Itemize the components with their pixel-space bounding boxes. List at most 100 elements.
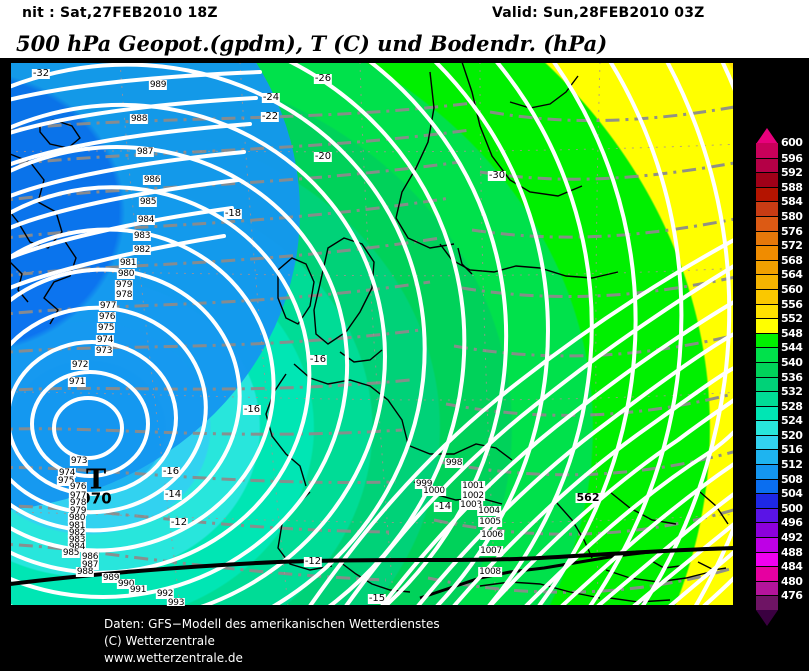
colorbar-segment: 524 <box>756 415 803 435</box>
colorbar-tick-label: 516 <box>781 443 803 457</box>
isobar-label: 987 <box>80 560 100 570</box>
colorbar-tick-label: 580 <box>781 209 803 223</box>
colorbar-segment: 536 <box>756 372 803 392</box>
page-title: 500 hPa Geopot.(gpdm), T (C) und Bodendr… <box>16 31 608 56</box>
colorbar-tick-label: 552 <box>781 312 803 326</box>
colorbar-segment: 528 <box>756 401 803 421</box>
colorbar-tick-label: 600 <box>781 136 803 149</box>
header-bar <box>0 0 809 30</box>
isobar-label: 993 <box>166 598 186 606</box>
isobar-label: 1001 <box>461 481 485 491</box>
colorbar-tick-label: 584 <box>781 195 803 209</box>
colorbar-segment: 584 <box>756 196 803 216</box>
colorbar-tick-label: 564 <box>781 268 803 282</box>
isobar-label: 998 <box>444 458 464 468</box>
isotherm-label: -16 <box>308 354 328 365</box>
colorbar-segment: 504 <box>756 488 803 508</box>
isobar-label: 979 <box>114 280 134 290</box>
colorbar-segment: 552 <box>756 313 803 333</box>
isobar-label: 985 <box>138 197 158 207</box>
isotherm-label: -16 <box>242 404 262 415</box>
isobar-label: 984 <box>67 542 87 552</box>
isobar-label: 986 <box>142 175 162 185</box>
isotherm-label: -26 <box>313 73 333 84</box>
colorbar-tick-label: 588 <box>781 180 803 194</box>
colorbar-tick-label: 476 <box>781 589 803 603</box>
isobar-label: 999 <box>414 479 434 489</box>
isobar-label: 982 <box>67 528 87 538</box>
isobar-label: 975 <box>56 476 76 486</box>
colorbar-tick-label: 540 <box>781 355 803 369</box>
colorbar-tick-label: 592 <box>781 166 803 180</box>
isobar-label: 984 <box>136 215 156 225</box>
isotherm-label: -14 <box>163 489 183 500</box>
low-value: 970 <box>80 489 112 508</box>
colorbar-bottom-arrow <box>756 610 778 627</box>
isobar-label: 983 <box>67 535 87 545</box>
colorbar-tick-label: 544 <box>781 341 803 355</box>
credits-line-3[interactable]: www.wetterzentrale.de <box>104 651 243 665</box>
isobar-label: 1002 <box>461 491 485 501</box>
isobar-label: 981 <box>118 258 138 268</box>
isobar-label: 1003 <box>459 500 483 510</box>
isobar-label: 983 <box>132 231 152 241</box>
colorbar-segment: 572 <box>756 240 803 260</box>
isotherm-label: -30 <box>487 170 507 181</box>
colorbar-segment: 500 <box>756 503 803 523</box>
colorbar-tick-label: 500 <box>781 501 803 515</box>
isobar-label: 976 <box>97 312 117 322</box>
isobar-label: 977 <box>98 301 118 311</box>
isobar-label: 992 <box>155 589 175 599</box>
colorbar-segment: 484 <box>756 561 803 581</box>
colorbar-segment: 480 <box>756 576 803 596</box>
colorbar-segment: 532 <box>756 386 803 406</box>
isobar-label: 986 <box>80 552 100 562</box>
isobar-label: 988 <box>75 567 95 577</box>
colorbar-segment: 548 <box>756 328 803 348</box>
colorbar-segment: 568 <box>756 255 803 275</box>
colorbar-tick-label: 572 <box>781 239 803 253</box>
colorbar-segment: 592 <box>756 167 803 187</box>
colorbar-tick-label: 508 <box>781 472 803 486</box>
isotherm-label: -18 <box>223 208 243 219</box>
colorbar-tick-label: 524 <box>781 414 803 428</box>
map-graphics <box>10 62 734 606</box>
colorbar-segment: 540 <box>756 357 803 377</box>
isobar-label: 988 <box>129 114 149 124</box>
isobar-label: 1006 <box>480 530 504 540</box>
isobar-label: 974 <box>95 335 115 345</box>
colorbar-top-arrow <box>756 128 778 144</box>
isobar-label: 975 <box>96 323 116 333</box>
colorbar-tick-label: 528 <box>781 399 803 413</box>
isotherm-label: -12 <box>303 556 323 567</box>
colorbar-tick-label: 492 <box>781 531 803 545</box>
colorbar-segment: 512 <box>756 459 803 479</box>
colorbar-tick-label: 496 <box>781 516 803 530</box>
isotherm-label: -12 <box>169 517 189 528</box>
colorbar-tick-label: 556 <box>781 297 803 311</box>
colorbar-tick-label: 484 <box>781 560 803 574</box>
isotherm-label: -22 <box>260 111 280 122</box>
colorbar-segment: 476 <box>756 590 803 610</box>
colorbar-tick-label: 576 <box>781 224 803 238</box>
colorbar-segment: 520 <box>756 430 803 450</box>
isobar-label: 979 <box>68 506 88 516</box>
isobar-label: 990 <box>116 579 136 589</box>
colorbar-segment: 580 <box>756 211 803 231</box>
isotherm-label: -20 <box>313 151 333 162</box>
colorbar-tick-label: 480 <box>781 574 803 588</box>
isobar-label: 978 <box>68 498 88 508</box>
colorbar-tick-label: 520 <box>781 428 803 442</box>
colorbar-segment: 496 <box>756 517 803 538</box>
colorbar-segment: 544 <box>756 342 803 362</box>
isobar-label: 987 <box>135 147 155 157</box>
colorbar-tick-label: 536 <box>781 370 803 384</box>
isotherm-label: -24 <box>261 92 281 103</box>
weather-map: T 970 989 988 987 986 985 984 983 982 981 980 979 9… <box>8 60 736 608</box>
isotherm-label: -16 <box>161 466 181 477</box>
colorbar-tick-label: 568 <box>781 253 803 267</box>
isobar-label: 980 <box>67 513 87 523</box>
isobar-label: 989 <box>148 80 168 90</box>
isotherm-label: -15 <box>367 593 387 604</box>
